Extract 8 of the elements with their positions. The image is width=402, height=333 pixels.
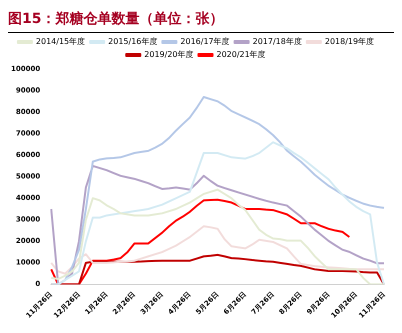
- chart-title: 图15：郑糖仓单数量（单位：张）: [8, 8, 394, 33]
- legend-label: 2014/15年度: [36, 37, 86, 46]
- legend-label: 2020/21年度: [216, 50, 266, 60]
- legend-label: 2016/17年度: [180, 37, 230, 46]
- legend-label: 2018/19年度: [324, 37, 374, 46]
- legend-label: 2019/20年度: [144, 50, 194, 60]
- legend-label: 2015/16年度: [108, 37, 158, 46]
- legend-label: 2017/18年度: [252, 37, 302, 46]
